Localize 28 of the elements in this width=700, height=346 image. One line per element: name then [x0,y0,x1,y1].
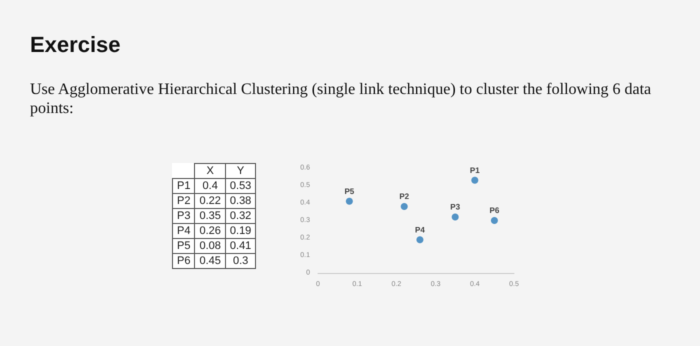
text: P2 [177,195,190,207]
text: X [194,164,226,178]
text: Exercise [30,32,121,58]
text: P1 [177,180,190,192]
annotation: P2 [399,192,410,201]
text: 0.35 [194,208,226,224]
annotation: P6 [490,206,500,215]
text: Y [225,164,256,178]
annotation: P4 [415,225,426,234]
text: 0.22 [194,194,226,208]
text: P5 [177,240,190,252]
annotation: P3 [450,202,461,212]
text: 0.19 [225,224,256,238]
chart-subtitle: Use Agglomerative Hierarchical Clustering (single link technique) to cluster the following 6 data points: [30,80,652,118]
text: 0.41 [225,238,256,254]
annotation: P1 [470,166,480,175]
text: 0.45 [194,254,226,268]
text: 0.53 [225,178,256,194]
text: 0.38 [225,194,256,208]
text: 0.4 [194,178,226,194]
text: P3 [177,210,190,222]
text: P4 [177,225,190,237]
text: 0.3 [225,254,256,268]
text: P6 [177,255,190,267]
text: 0.32 [225,208,256,224]
text: 0.08 [194,238,226,254]
annotation: P5 [344,186,355,196]
text: 0.26 [194,224,226,238]
